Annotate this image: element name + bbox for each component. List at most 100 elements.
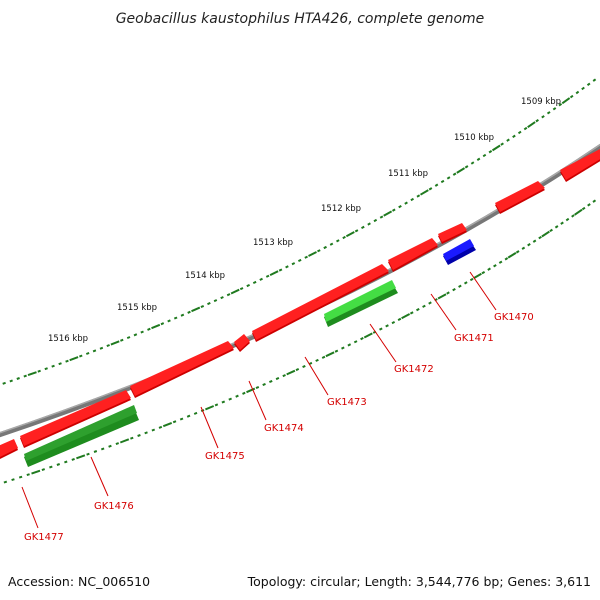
inner-tick-minor bbox=[158, 425, 163, 429]
gene-arrow-gk1469[interactable] bbox=[560, 148, 600, 182]
inner-tick-minor bbox=[130, 436, 134, 440]
outer-tick-minor bbox=[246, 283, 251, 288]
inner-tick-minor bbox=[353, 340, 358, 344]
gene-arrow-gk1469b[interactable] bbox=[495, 181, 545, 214]
inner-tick-minor bbox=[18, 475, 23, 479]
gene-arrow-gk1471[interactable] bbox=[438, 223, 467, 244]
outer-tick-minor bbox=[126, 336, 131, 340]
rna-gene-gk1470[interactable] bbox=[443, 239, 476, 265]
inner-tick-major bbox=[541, 230, 550, 238]
inner-tick-minor bbox=[172, 420, 177, 424]
inner-tick-minor bbox=[144, 431, 148, 435]
gene-arrow-gk1473[interactable] bbox=[252, 264, 389, 342]
gene-arrow-reverse-gk1476[interactable] bbox=[24, 405, 139, 467]
outer-tick-minor bbox=[476, 157, 481, 161]
inner-tick-minor bbox=[302, 364, 306, 369]
outer-tick-minor bbox=[226, 293, 231, 297]
outer-tick-minor bbox=[379, 215, 384, 219]
inner-tick-major bbox=[507, 252, 517, 259]
inner-tick-minor bbox=[41, 468, 46, 472]
inner-tick-minor bbox=[446, 291, 450, 295]
outer-tick-minor bbox=[464, 165, 469, 169]
inner-tick-minor bbox=[235, 394, 239, 398]
gene-label-gk1477[interactable]: GK1477 bbox=[24, 532, 64, 543]
outer-tick-major bbox=[308, 251, 317, 257]
ruler-label: 1509 kbp bbox=[521, 97, 561, 107]
inner-tick-minor bbox=[571, 214, 575, 218]
inner-tick-minor bbox=[360, 337, 364, 341]
outer-tick-minor bbox=[120, 338, 124, 342]
outer-tick-major bbox=[151, 323, 161, 330]
inner-tick-major bbox=[574, 208, 583, 216]
outer-tick-minor bbox=[51, 364, 55, 368]
gene-arrow-gk1477[interactable] bbox=[0, 439, 18, 460]
outer-tick-minor bbox=[173, 316, 178, 320]
outer-tick-minor bbox=[398, 205, 402, 209]
outer-tick-minor bbox=[140, 330, 144, 334]
outer-tick-minor bbox=[336, 239, 340, 243]
ruler-label: 1511 kbp bbox=[388, 169, 428, 179]
inner-tick-minor bbox=[452, 288, 456, 292]
gene-label-gk1474[interactable]: GK1474 bbox=[264, 423, 304, 434]
gene-label-gk1472[interactable]: GK1472 bbox=[394, 364, 434, 375]
outer-tick-minor bbox=[220, 296, 224, 300]
gene-arrow-gk1474[interactable] bbox=[234, 334, 250, 352]
outer-tick-minor bbox=[517, 130, 522, 135]
inner-tick-minor bbox=[428, 301, 432, 305]
gene-leader-line bbox=[90, 456, 109, 497]
inner-tick-minor bbox=[487, 267, 491, 271]
inner-tick-major bbox=[325, 351, 335, 358]
outer-tick-minor bbox=[85, 351, 90, 355]
gene-arrow-gk1476-upper[interactable] bbox=[20, 390, 131, 448]
inner-tick-minor bbox=[100, 447, 105, 451]
gene-label-gk1476[interactable]: GK1476 bbox=[94, 501, 134, 512]
outer-tick-minor bbox=[2, 381, 6, 385]
gene-arrow-reverse-gk1472[interactable] bbox=[324, 280, 398, 327]
inner-tick-major bbox=[437, 293, 447, 300]
gene-leader-line bbox=[369, 323, 397, 363]
gene-label-gk1473[interactable]: GK1473 bbox=[327, 397, 367, 408]
kbp-ruler-labels: 1509 kbp 1510 kbp 1511 kbp 1512 kbp 1513 kbp… bbox=[48, 97, 561, 344]
outer-tick-minor bbox=[440, 179, 445, 184]
inner-tick-minor bbox=[397, 317, 402, 321]
outer-tick-minor bbox=[446, 176, 451, 180]
outer-tick-minor bbox=[506, 138, 510, 142]
outer-tick-major bbox=[383, 210, 393, 217]
inner-tick-minor bbox=[137, 434, 141, 437]
gene-leader-line bbox=[21, 486, 39, 529]
inner-tick-minor bbox=[458, 284, 462, 288]
outer-tick-major bbox=[110, 340, 120, 346]
gene-leader-line bbox=[248, 380, 267, 421]
outer-tick-minor bbox=[239, 287, 244, 291]
inner-tick-minor bbox=[422, 304, 426, 308]
inner-tick-minor bbox=[469, 277, 474, 282]
outer-tick-minor bbox=[259, 277, 263, 281]
gene-label-gk1471[interactable]: GK1471 bbox=[454, 333, 494, 344]
gene-label-gk1475[interactable]: GK1475 bbox=[205, 451, 245, 462]
inner-tick-minor bbox=[255, 385, 260, 390]
gene-label-gk1470[interactable]: GK1470 bbox=[494, 312, 534, 323]
inner-tick-major bbox=[205, 405, 215, 411]
inner-tick-major bbox=[119, 438, 130, 444]
outer-tick-minor bbox=[392, 208, 396, 212]
accession-text: Accession: NC_006510 bbox=[8, 574, 150, 589]
ruler-label: 1514 kbp bbox=[185, 271, 225, 281]
gene-leader-line bbox=[430, 293, 457, 331]
outer-tick-minor bbox=[342, 235, 346, 240]
outer-tick-minor bbox=[586, 82, 591, 87]
gene-arrow-gk1475[interactable] bbox=[130, 341, 234, 398]
outer-tick-minor bbox=[323, 245, 327, 250]
inner-tick-minor bbox=[527, 243, 531, 247]
outer-tick-minor bbox=[285, 265, 289, 269]
inner-tick-minor bbox=[151, 428, 156, 432]
gene-leader-lines bbox=[21, 271, 497, 529]
outer-tick-minor bbox=[147, 327, 151, 331]
inner-tick-major bbox=[286, 369, 296, 376]
inner-tick-minor bbox=[549, 228, 553, 233]
outer-tick-minor bbox=[167, 319, 171, 323]
outer-tick-minor bbox=[133, 333, 138, 337]
outer-tick-minor bbox=[252, 280, 257, 285]
gene-arrow-gk1472-upper[interactable] bbox=[388, 238, 438, 272]
outer-tick-minor bbox=[434, 183, 439, 187]
inner-tick-minor bbox=[493, 264, 497, 268]
